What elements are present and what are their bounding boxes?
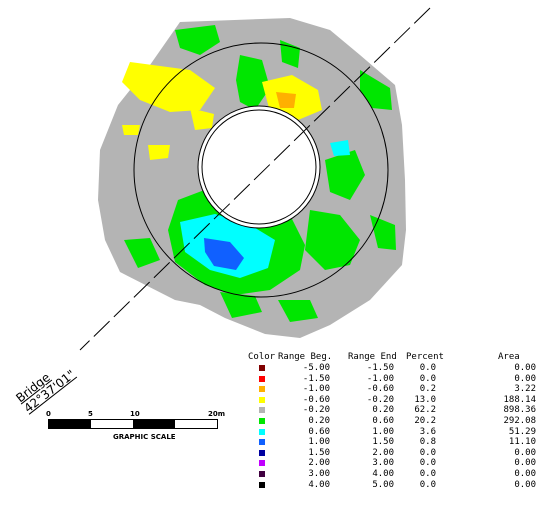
legend-range-beg: 0.20 bbox=[308, 415, 330, 426]
legend-range-beg: 1.50 bbox=[308, 447, 330, 458]
scale-tick: 10 bbox=[130, 410, 140, 418]
legend-range-end: 0.20 bbox=[372, 405, 394, 416]
legend-range-beg: -1.00 bbox=[302, 384, 330, 395]
legend-range-beg: 2.00 bbox=[308, 458, 330, 469]
legend-range-end: -0.60 bbox=[366, 384, 394, 395]
legend-swatch bbox=[259, 449, 265, 456]
legend-range-end: 3.00 bbox=[372, 458, 394, 469]
scale-bar bbox=[48, 419, 218, 429]
legend-swatch bbox=[259, 470, 265, 477]
pier-circle bbox=[197, 105, 321, 229]
legend-percent: 0.0 bbox=[419, 458, 436, 469]
legend-swatch bbox=[259, 396, 265, 403]
scale-tick: 20m bbox=[208, 410, 226, 418]
legend-percent: 3.6 bbox=[419, 426, 436, 437]
legend-swatch bbox=[259, 365, 265, 371]
bridge-axis-line bbox=[79, 7, 431, 351]
legend-range-beg: 3.00 bbox=[308, 468, 330, 479]
legend-percent: 13.0 bbox=[414, 394, 436, 405]
legend-range-beg: -1.50 bbox=[302, 373, 330, 384]
legend-area: 0.00 bbox=[514, 479, 536, 490]
legend-area: 0.00 bbox=[514, 458, 536, 469]
legend-area: 3.22 bbox=[514, 384, 536, 395]
legend-range-end: 2.00 bbox=[372, 447, 394, 458]
legend-range-beg: 1.00 bbox=[308, 437, 330, 448]
header-percent: Percent bbox=[406, 352, 444, 362]
legend-range-end: 0.60 bbox=[372, 415, 394, 426]
legend-area: 0.00 bbox=[514, 468, 536, 479]
orange-zone bbox=[276, 92, 296, 108]
legend-swatch bbox=[259, 439, 265, 446]
legend-range-beg: -0.20 bbox=[302, 405, 330, 416]
legend-range-end: 1.00 bbox=[372, 426, 394, 437]
legend-percent: 0.0 bbox=[419, 363, 436, 373]
legend-percent: 20.2 bbox=[414, 415, 436, 426]
legend-area: 0.00 bbox=[514, 363, 536, 373]
legend-range-beg: -0.60 bbox=[302, 394, 330, 405]
header-color: Color bbox=[248, 352, 276, 362]
scale-tick: 0 bbox=[46, 410, 51, 418]
legend-percent: 62.2 bbox=[414, 405, 436, 416]
legend-percent: 0.2 bbox=[419, 384, 436, 395]
legend-swatch bbox=[259, 417, 265, 424]
legend-swatch bbox=[259, 407, 265, 414]
header-range-beg: Range Beg. bbox=[278, 352, 333, 362]
scale-tick: 5 bbox=[88, 410, 93, 418]
legend-swatch bbox=[259, 386, 265, 393]
legend-area: 51.29 bbox=[508, 426, 536, 437]
legend-range-end: -1.50 bbox=[366, 363, 394, 373]
cyan-zone bbox=[330, 140, 350, 156]
legend-area: 898.36 bbox=[503, 405, 536, 416]
legend-swatch bbox=[259, 428, 265, 435]
legend-swatch bbox=[259, 460, 265, 467]
legend-percent: 0.0 bbox=[419, 447, 436, 458]
legend-area: 11.10 bbox=[508, 437, 536, 448]
legend-area: 292.08 bbox=[503, 415, 536, 426]
legend-percent: 0.8 bbox=[419, 437, 436, 448]
legend-area: 0.00 bbox=[514, 447, 536, 458]
legend-range-end: 4.00 bbox=[372, 468, 394, 479]
scale-caption: GRAPHIC SCALE bbox=[113, 433, 176, 441]
legend-range-end: 1.50 bbox=[372, 437, 394, 448]
blue-zone bbox=[204, 238, 244, 270]
legend-swatch bbox=[259, 481, 265, 488]
legend-range-end: 5.00 bbox=[372, 479, 394, 490]
legend-range-beg: 4.00 bbox=[308, 479, 330, 490]
legend-swatch bbox=[259, 375, 265, 382]
outer-boundary-circle bbox=[133, 42, 389, 298]
legend-percent: 0.0 bbox=[419, 468, 436, 479]
legend-percent: 0.0 bbox=[419, 479, 436, 490]
legend-range-beg: -5.00 bbox=[302, 363, 330, 373]
legend-range-beg: 0.60 bbox=[308, 426, 330, 437]
header-range-end: Range End bbox=[348, 352, 397, 362]
pier-inner-circle bbox=[201, 109, 317, 225]
header-area: Area bbox=[498, 352, 520, 362]
legend-percent: 0.0 bbox=[419, 373, 436, 384]
legend-area: 188.14 bbox=[503, 394, 536, 405]
legend-range-end: -0.20 bbox=[366, 394, 394, 405]
legend-range-end: -1.00 bbox=[366, 373, 394, 384]
legend-area: 0.00 bbox=[514, 373, 536, 384]
